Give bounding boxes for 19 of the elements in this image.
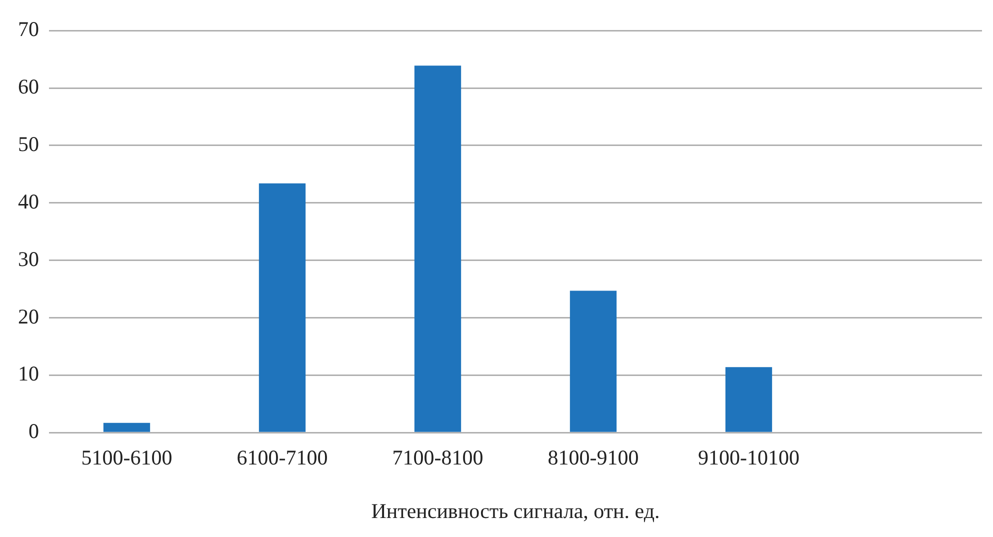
bar — [103, 422, 150, 432]
y-tick-label: 70 — [18, 17, 39, 42]
y-tick-label: 10 — [18, 362, 39, 386]
y-tick-label: 40 — [18, 189, 39, 214]
x-tick-label: 8100-9100 — [548, 446, 639, 470]
x-tick-label: 6100-7100 — [236, 446, 328, 470]
y-tick-label: 20 — [18, 304, 39, 328]
y-tick-label: 60 — [18, 74, 39, 99]
x-axis-title: Интенсивность сигнала, отн. ед. — [371, 498, 660, 523]
y-tick-label: 50 — [18, 132, 39, 156]
x-tick-label: 5100-6100 — [81, 446, 172, 470]
bar — [258, 183, 306, 432]
x-tick-label: 7100-8100 — [392, 446, 484, 470]
bar — [414, 66, 462, 432]
y-tick-label: 0 — [28, 419, 39, 444]
y-tick-label: 30 — [18, 246, 39, 271]
bar — [570, 290, 617, 432]
bar — [725, 367, 772, 432]
x-tick-label: 9100-10100 — [698, 446, 800, 470]
